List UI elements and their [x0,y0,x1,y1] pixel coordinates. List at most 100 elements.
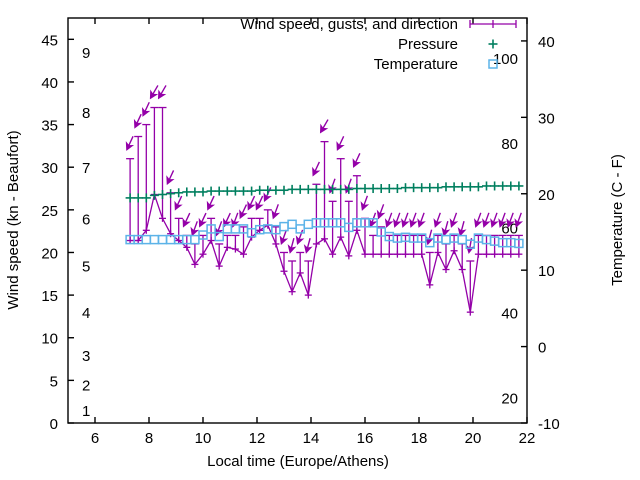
y-left-tick-label: 40 [41,75,58,92]
arrow-head [303,244,313,254]
y-axis-left-beaufort-ticks: 1 2 3 4 5 6 7 8 9 [82,45,90,420]
arrow-head [271,209,281,220]
plot-frame [67,17,528,424]
arrow-head [514,218,524,228]
wind-direction-arrow [417,212,426,228]
arrow-head [319,123,329,134]
arrow-head [473,218,483,228]
x-tick-label: 20 [465,430,482,447]
wind-direction-arrow [433,212,443,228]
x-tick-label: 22 [519,430,536,447]
y-left-tick-label: 10 [41,331,58,348]
arrow-head [182,217,191,228]
wind-direction-arrow [295,229,305,246]
arrow-head [247,200,256,211]
arrow-head [376,209,386,220]
wind-direction-arrow [255,195,264,211]
arrow-head [490,218,499,228]
wind-direction-arrow [166,170,175,186]
beaufort-label: 9 [82,45,90,62]
wind-direction-arrow [449,212,459,228]
legend: Wind speed, gusts, and direction Pressure… [240,16,517,73]
y-left-tick-label: 5 [50,373,58,390]
beaufort-label: 4 [82,305,90,322]
arrow-head [174,200,183,211]
x-tick-label: 10 [195,430,212,447]
wind-direction-arrow [506,212,515,228]
wind-direction-arrow [401,212,410,228]
y-right-tick-label: 0 [538,340,546,357]
wind-direction-arrow [287,238,297,254]
y-axis-right-fahrenheit-ticks: 20 40 60 80 100 [493,51,518,408]
arrow-head [166,175,175,186]
wind-direction-arrow [279,229,289,246]
y-left-tick-label: 45 [41,32,58,49]
temperature-marker [368,218,378,228]
beaufort-label: 5 [82,258,90,275]
arrow-head [312,166,321,177]
arrow-head [239,209,248,220]
temperature-series [125,218,524,249]
y-right-tick-label: -10 [538,416,560,433]
fahrenheit-label: 60 [501,221,518,238]
y-right-tick-label: 40 [538,34,555,51]
wind-direction-arrow [174,195,183,211]
temperature-marker [206,224,216,234]
wind-direction-arrow [319,119,329,134]
arrow-head [287,244,297,254]
fahrenheit-label: 100 [493,51,518,68]
wind-direction-arrow [352,153,361,168]
wind-direction-arrow [441,220,451,237]
arrow-head [441,227,451,237]
y-axis-right-ticks: -10 0 10 20 30 40 [521,34,560,433]
wind-direction-arrow [133,113,143,129]
wind-direction-arrow [457,220,467,237]
wind-direction-arrow [392,212,402,228]
y-left-tick-label: 30 [41,160,58,177]
arrow-head [206,200,216,211]
x-tick-label: 18 [411,430,428,447]
fahrenheit-label: 20 [501,391,518,408]
y-axis-left-ticks: 0 5 10 15 20 25 30 35 40 45 [41,32,74,433]
arrow-head [142,106,151,117]
x-tick-label: 14 [303,430,320,447]
arrow-head [360,201,370,211]
y-left-tick-label: 20 [41,245,58,262]
wind-direction-arrow [514,212,524,228]
beaufort-label: 1 [82,403,90,420]
y-axis-right-label: Temperature (C - F) [609,154,626,286]
legend-label: Wind speed, gusts, and direction [240,16,458,33]
arrow-head [409,218,418,228]
wind-direction-arrow [149,85,159,100]
y-right-tick-label: 10 [538,263,555,280]
beaufort-label: 8 [82,105,90,122]
wind-direction-arrow [482,212,491,228]
beaufort-label: 2 [82,378,90,395]
wind-direction-arrow [376,204,386,220]
x-tick-label: 6 [91,430,99,447]
wind-direction-arrow [198,212,207,228]
arrow-head [125,141,135,151]
arrow-head [401,218,410,228]
arrow-head [498,218,507,228]
temperature-marker [514,238,524,249]
temperature-marker [198,230,208,240]
wind-direction-arrow [384,212,394,228]
wind-direction-arrow [360,195,370,211]
y-left-tick-label: 35 [41,118,58,135]
y-axis-left-label: Wind speed (kn - Beaufort) [5,130,22,309]
arrow-head [417,218,426,228]
wind-direction-arrow [157,85,167,100]
wind-direction-arrow [182,212,191,228]
wind-direction-arrow [303,238,313,254]
beaufort-label: 6 [82,211,90,228]
x-tick-label: 16 [357,430,374,447]
wind-direction-arrow [206,195,216,211]
x-tick-label: 8 [145,430,153,447]
beaufort-label: 7 [82,160,90,177]
arrow-head [157,89,167,100]
arrow-head [263,192,272,203]
y-right-tick-label: 30 [538,110,555,127]
